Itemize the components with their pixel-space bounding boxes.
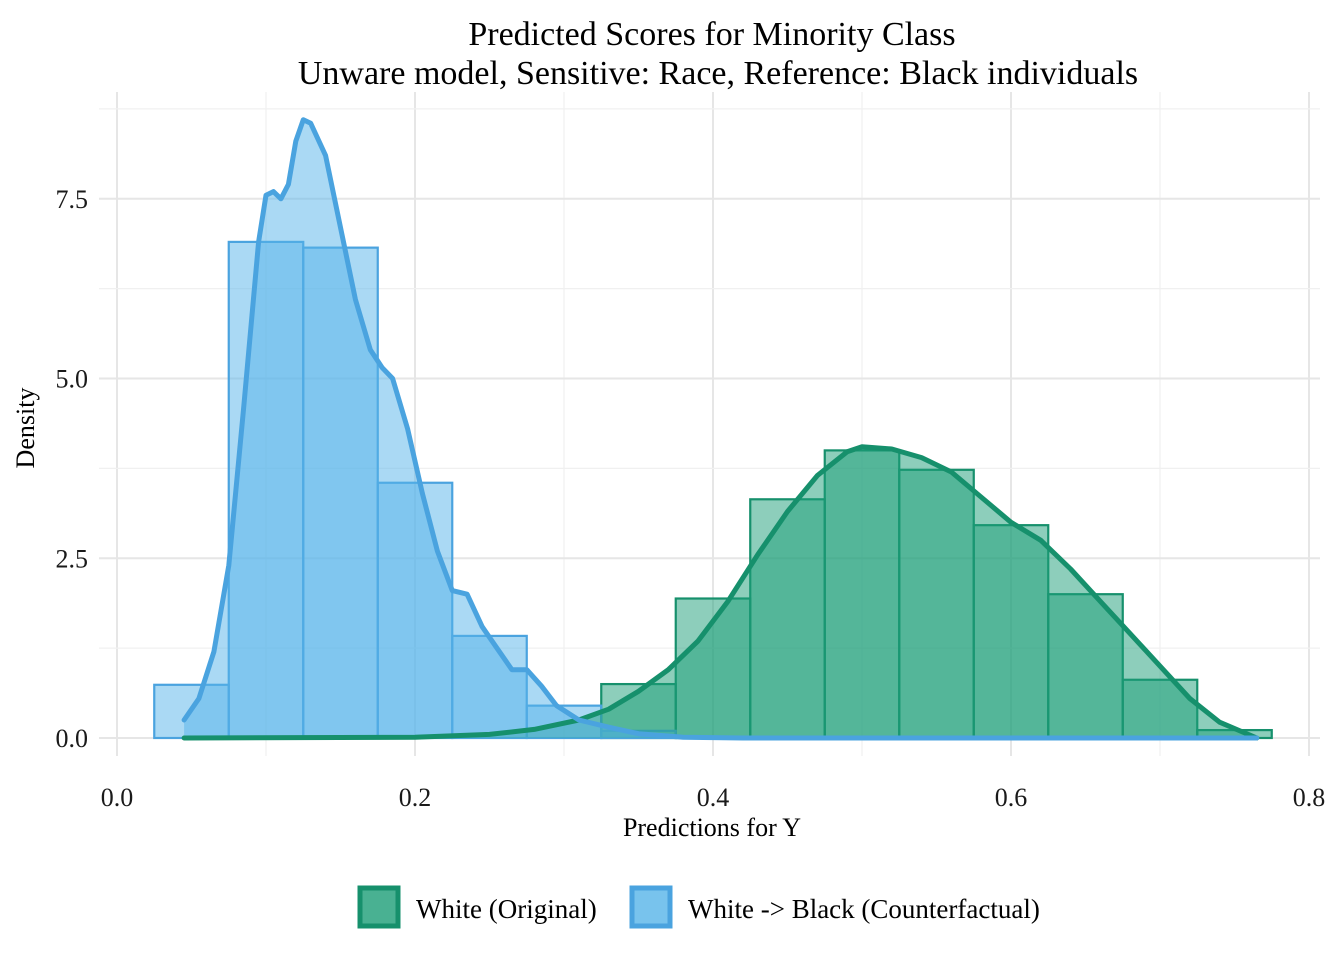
x-tick-label: 0.8 xyxy=(1293,783,1326,812)
density-area xyxy=(184,446,1257,738)
x-tick-label: 0.6 xyxy=(995,783,1028,812)
x-tick-label: 0.4 xyxy=(697,783,730,812)
x-tick-label: 0.2 xyxy=(399,783,432,812)
legend-item: White -> Black (Counterfactual) xyxy=(629,885,1040,929)
chart-subtitle: Unware model, Sensitive: Race, Reference… xyxy=(298,55,1138,92)
legend: White (Original) White -> Black (Counterf… xyxy=(357,885,1040,929)
y-axis-title: Density xyxy=(11,388,40,469)
y-tick-label: 7.5 xyxy=(56,185,89,214)
y-axis-ticks: 0.0 2.5 5.0 7.5 xyxy=(56,185,89,753)
y-tick-label: 2.5 xyxy=(56,544,89,573)
density-curve xyxy=(181,117,1260,741)
x-axis-ticks: 0.0 0.2 0.4 0.6 0.8 xyxy=(101,783,1326,812)
legend-label: White (Original) xyxy=(416,894,597,924)
density-curve xyxy=(181,444,1260,741)
y-tick-label: 0.0 xyxy=(56,724,89,753)
legend-swatch xyxy=(629,885,673,929)
density-curves xyxy=(181,117,1260,741)
y-tick-label: 5.0 xyxy=(56,365,89,394)
legend-item: White (Original) xyxy=(357,885,597,929)
legend-label: White -> Black (Counterfactual) xyxy=(688,894,1040,924)
legend-swatch xyxy=(357,885,401,929)
chart-title: Predicted Scores for Minority Class xyxy=(468,16,955,53)
x-tick-label: 0.0 xyxy=(101,783,134,812)
x-axis-title: Predictions for Y xyxy=(623,813,801,842)
